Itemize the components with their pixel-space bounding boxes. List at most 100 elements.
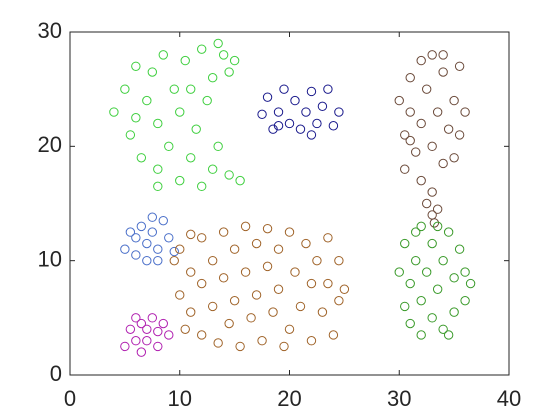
- point: [268, 124, 278, 134]
- point: [279, 341, 289, 352]
- point: [416, 175, 426, 186]
- point: [421, 267, 432, 277]
- point: [301, 107, 311, 117]
- point: [125, 324, 136, 334]
- point: [218, 273, 229, 283]
- point: [443, 330, 454, 340]
- point: [405, 73, 415, 83]
- point: [218, 50, 229, 60]
- point: [306, 130, 317, 140]
- point: [306, 336, 317, 346]
- point: [449, 95, 459, 106]
- point: [284, 227, 295, 237]
- point: [262, 261, 273, 272]
- point: [405, 107, 415, 117]
- point: [191, 124, 201, 134]
- point: [438, 324, 448, 334]
- point: [443, 227, 454, 237]
- point: [312, 118, 322, 129]
- point: [273, 121, 284, 131]
- point: [284, 324, 295, 334]
- x-tick-label: 40: [497, 386, 521, 411]
- point: [323, 278, 333, 289]
- point: [175, 175, 185, 186]
- point: [120, 84, 130, 94]
- plot-area: [69, 31, 510, 376]
- point: [273, 284, 284, 294]
- point: [186, 307, 196, 317]
- point: [213, 141, 223, 152]
- point: [323, 233, 333, 243]
- point: [438, 158, 448, 169]
- point: [202, 95, 212, 106]
- point: [290, 95, 300, 106]
- point: [169, 246, 179, 257]
- point: [290, 267, 300, 277]
- point: [197, 278, 207, 289]
- x-tick-label: 20: [277, 386, 301, 411]
- point: [443, 124, 454, 134]
- point: [432, 284, 443, 294]
- point: [405, 278, 415, 289]
- point: [125, 130, 136, 140]
- point: [158, 215, 168, 226]
- point: [323, 84, 333, 94]
- point: [306, 278, 317, 289]
- point: [421, 198, 432, 209]
- point: [334, 295, 344, 306]
- point: [186, 229, 196, 240]
- point: [186, 84, 196, 94]
- point: [180, 324, 190, 334]
- point: [153, 326, 163, 337]
- point: [213, 338, 223, 348]
- point: [197, 330, 207, 340]
- point: [416, 118, 426, 129]
- point: [454, 61, 465, 72]
- point: [229, 244, 240, 254]
- point: [240, 221, 251, 232]
- point: [164, 141, 174, 152]
- point: [147, 313, 158, 323]
- point: [153, 244, 163, 254]
- point: [136, 153, 147, 163]
- point: [262, 92, 273, 102]
- point: [131, 336, 141, 346]
- point: [405, 318, 415, 329]
- point: [306, 86, 317, 97]
- point: [427, 50, 437, 60]
- point: [262, 223, 273, 234]
- point: [449, 307, 459, 317]
- point: [295, 301, 306, 312]
- point: [295, 124, 306, 134]
- point: [317, 307, 328, 317]
- point: [186, 153, 196, 163]
- y-tick-label: 30: [38, 18, 62, 43]
- point: [257, 109, 267, 120]
- point: [432, 204, 443, 214]
- x-tick-label: 10: [168, 386, 192, 411]
- point: [153, 181, 163, 192]
- point: [235, 341, 245, 352]
- point: [411, 147, 421, 157]
- point: [240, 267, 251, 277]
- point: [454, 244, 465, 254]
- x-tick-label: 0: [64, 386, 76, 411]
- point: [158, 50, 168, 60]
- point: [427, 313, 437, 323]
- y-tick-label: 0: [50, 361, 62, 386]
- point: [432, 221, 443, 232]
- point: [164, 233, 174, 243]
- point: [186, 267, 196, 277]
- point: [334, 107, 344, 117]
- point: [175, 244, 185, 254]
- point: [411, 255, 421, 266]
- point: [131, 250, 141, 260]
- point: [175, 290, 185, 300]
- point: [153, 164, 163, 174]
- point: [312, 255, 322, 266]
- point: [153, 341, 163, 352]
- point: [394, 267, 404, 277]
- point: [218, 227, 229, 237]
- point: [328, 330, 339, 340]
